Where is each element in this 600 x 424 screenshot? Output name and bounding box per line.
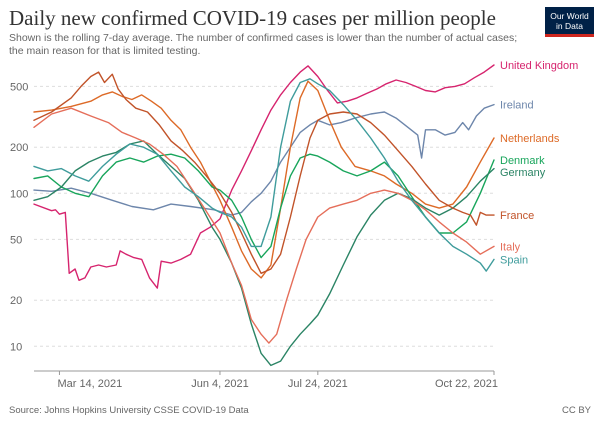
logo-line-1: Our World xyxy=(550,11,589,21)
y-tick-label: 200 xyxy=(10,142,28,154)
series-label-netherlands[interactable]: Netherlands xyxy=(500,133,560,145)
x-tick-label: Oct 22, 2021 xyxy=(435,378,498,390)
series-line-ireland[interactable] xyxy=(33,103,495,216)
chart-title: Daily new confirmed COVID-19 cases per m… xyxy=(9,6,496,30)
series-line-denmark[interactable] xyxy=(33,153,495,259)
y-tick-label: 10 xyxy=(10,341,22,353)
series-lines xyxy=(33,64,495,367)
series-labels: United Kingdom Ireland Netherlands DenmarkG… xyxy=(500,60,578,266)
series-line-italy[interactable] xyxy=(33,107,495,344)
series-label-ireland[interactable]: Ireland xyxy=(500,100,534,112)
series-line-netherlands[interactable] xyxy=(33,80,495,279)
series-label-spain[interactable]: Spain xyxy=(500,254,528,266)
series-line-france[interactable] xyxy=(33,71,495,274)
series-label-united-kingdom[interactable]: United Kingdom xyxy=(500,60,578,72)
x-tick-label: Mar 14, 2021 xyxy=(57,378,122,390)
license-note[interactable]: CC BY xyxy=(561,405,591,416)
our-world-in-data-logo[interactable]: Our World in Data xyxy=(545,7,594,37)
y-tick-label: 500 xyxy=(10,81,28,93)
x-tick-label: Jun 4, 2021 xyxy=(191,378,249,390)
series-line-spain[interactable] xyxy=(33,78,495,272)
y-tick-label: 50 xyxy=(10,234,22,246)
series-line-united-kingdom[interactable] xyxy=(33,64,495,289)
y-tick-label: 100 xyxy=(10,188,28,200)
y-tick-label: 20 xyxy=(10,295,22,307)
chart-subtitle: Shown is the rolling 7-day average. The … xyxy=(9,32,518,57)
logo-line-2: in Data xyxy=(556,21,583,31)
x-tick-label: Jul 24, 2021 xyxy=(288,378,348,390)
series-label-germany[interactable]: Germany xyxy=(500,167,546,179)
series-label-italy[interactable]: Italy xyxy=(500,241,521,253)
series-label-france[interactable]: France xyxy=(500,210,534,222)
x-axis-ticks: Mar 14, 2021 Jun 4, 2021 Jul 24, 2021 Oct 2… xyxy=(34,370,498,390)
y-axis-ticks: 10 20 50 100 200 500 xyxy=(10,81,28,353)
series-label-denmark[interactable]: Denmark xyxy=(500,155,545,167)
source-note[interactable]: Source: Johns Hopkins University CSSE CO… xyxy=(9,405,249,416)
logo-accent-bar xyxy=(545,34,594,37)
